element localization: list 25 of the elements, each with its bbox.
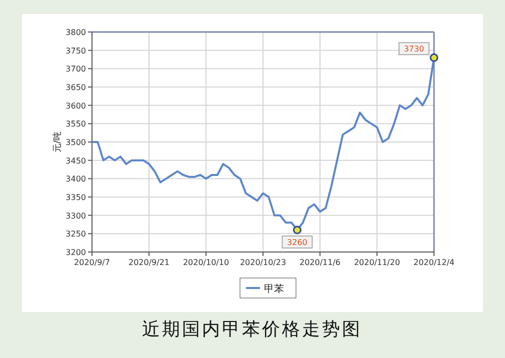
y-tick-label: 3600 xyxy=(66,101,86,110)
legend-label: 甲苯 xyxy=(264,283,284,295)
y-tick-label: 3200 xyxy=(66,248,86,257)
y-tick-label: 3650 xyxy=(66,83,86,92)
y-tick-label: 3450 xyxy=(66,156,86,166)
y-tick-label: 3350 xyxy=(66,193,86,202)
y-tick-label: 3750 xyxy=(66,46,86,56)
x-tick-label: 2020/12/4 xyxy=(413,258,455,267)
x-tick-label: 2020/9/7 xyxy=(74,258,110,267)
y-tick-label: 3250 xyxy=(66,230,86,239)
y-tick-label: 3300 xyxy=(66,211,86,220)
text: 近期国内甲苯价格走势图 xyxy=(142,319,362,340)
y-tick-label: 3700 xyxy=(66,64,86,74)
y-tick-label: 3550 xyxy=(66,120,86,129)
annotation: 3730 xyxy=(404,44,424,54)
x-tick-label: 2020/11/20 xyxy=(354,258,400,267)
y-axis-title: 元/吨 xyxy=(52,131,63,153)
y-tick-label: 3400 xyxy=(66,174,86,184)
annotation: 3260 xyxy=(287,238,308,247)
y-tick-label: 3800 xyxy=(66,28,86,37)
y-tick-label: 3500 xyxy=(66,138,86,147)
x-tick-label: 2020/10/10 xyxy=(182,258,230,267)
x-tick-label: 2020/9/21 xyxy=(128,258,170,267)
x-tick-label: 2020/11/6 xyxy=(299,258,341,267)
x-tick-label: 2020/10/23 xyxy=(240,258,286,267)
